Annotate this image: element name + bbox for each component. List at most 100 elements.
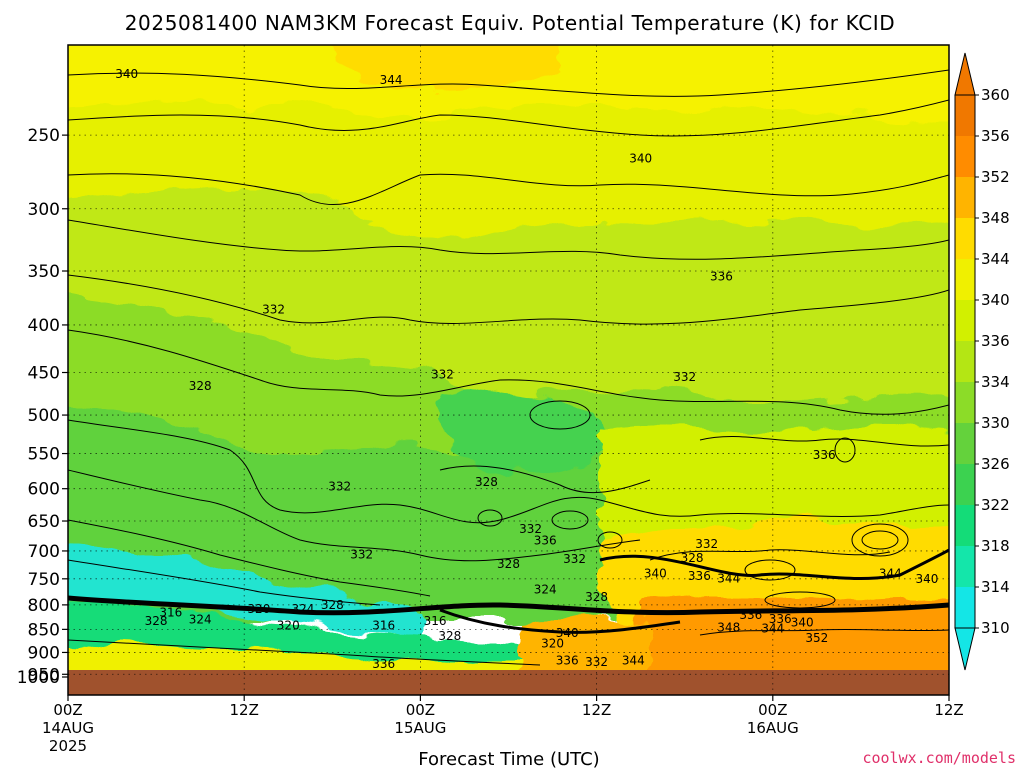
y-tick-label: 300 bbox=[28, 200, 60, 220]
svg-text:320: 320 bbox=[541, 636, 564, 650]
y-tick-label: 600 bbox=[28, 480, 60, 500]
x-tick-label: 00Z bbox=[53, 701, 82, 719]
contour-label: 336 bbox=[556, 653, 579, 667]
contour-label: 320 bbox=[247, 602, 270, 616]
colorbar-bottom-arrow bbox=[954, 627, 976, 671]
svg-text:344: 344 bbox=[622, 653, 645, 667]
contour-label: 336 bbox=[813, 448, 836, 462]
svg-text:344: 344 bbox=[879, 566, 902, 580]
svg-text:344: 344 bbox=[717, 571, 740, 585]
svg-text:328: 328 bbox=[475, 475, 498, 489]
y-tick-label: 650 bbox=[28, 512, 60, 532]
svg-text:332: 332 bbox=[695, 537, 718, 551]
contour-label: 336 bbox=[688, 569, 711, 583]
colorbar-label: 356 bbox=[981, 127, 1010, 145]
colorbar-label: 352 bbox=[981, 168, 1010, 186]
colorbar-label: 330 bbox=[981, 414, 1010, 432]
region-upper-top bbox=[68, 45, 949, 123]
svg-text:316: 316 bbox=[424, 614, 447, 628]
svg-text:328: 328 bbox=[321, 598, 344, 612]
svg-text:336: 336 bbox=[813, 448, 836, 462]
x-tick-date-label: 15AUG bbox=[394, 719, 446, 737]
contour-label: 336 bbox=[739, 608, 762, 622]
contour-label: 328 bbox=[497, 557, 520, 571]
y-tick-label: 550 bbox=[28, 445, 60, 465]
colorbar-top-arrow bbox=[954, 52, 976, 96]
y-tick-label: 400 bbox=[28, 316, 60, 336]
svg-text:324: 324 bbox=[291, 602, 314, 616]
svg-text:320: 320 bbox=[247, 602, 270, 616]
svg-text:320: 320 bbox=[277, 619, 300, 633]
svg-text:336: 336 bbox=[556, 653, 579, 667]
colorbar-frame bbox=[954, 94, 976, 629]
y-tick-label: 350 bbox=[28, 262, 60, 282]
y-tick-label: 850 bbox=[28, 620, 60, 640]
contour-label: 340 bbox=[115, 67, 138, 81]
x-tick-label: 12Z bbox=[582, 701, 611, 719]
region-low-cyan bbox=[68, 542, 420, 640]
contour-label: 336 bbox=[710, 270, 733, 284]
svg-text:328: 328 bbox=[145, 614, 168, 628]
contour-label: 320 bbox=[541, 636, 564, 650]
svg-text:336: 336 bbox=[372, 657, 395, 671]
svg-text:336: 336 bbox=[534, 533, 557, 547]
contour-label: 328 bbox=[475, 475, 498, 489]
contour-label: 340 bbox=[556, 626, 579, 640]
contour-label: 332 bbox=[350, 547, 373, 561]
svg-text:340: 340 bbox=[644, 566, 667, 580]
contour-label: 344 bbox=[717, 571, 740, 585]
y-tick-label: 750 bbox=[28, 570, 60, 590]
y-tick-label: 450 bbox=[28, 364, 60, 384]
svg-text:332: 332 bbox=[585, 655, 608, 669]
below-ground-shading bbox=[68, 670, 949, 695]
svg-text:332: 332 bbox=[328, 480, 351, 494]
svg-text:340: 340 bbox=[791, 616, 814, 630]
colorbar-segment bbox=[955, 423, 975, 464]
colorbar-label: 340 bbox=[981, 291, 1010, 309]
x-tick-year-label: 2025 bbox=[49, 737, 87, 755]
colorbar-label: 322 bbox=[981, 496, 1010, 514]
svg-text:324: 324 bbox=[534, 582, 557, 596]
contour-label: 332 bbox=[262, 303, 285, 317]
contour-label: 332 bbox=[673, 370, 696, 384]
contour-lines bbox=[68, 69, 949, 666]
svg-text:348: 348 bbox=[717, 620, 740, 634]
contour-label: 344 bbox=[622, 653, 645, 667]
svg-text:316: 316 bbox=[372, 619, 395, 633]
colorbar-segment bbox=[955, 259, 975, 300]
contour-label: 336 bbox=[534, 533, 557, 547]
contour-label: 324 bbox=[189, 613, 212, 627]
contour-label: 340 bbox=[644, 566, 667, 580]
x-tick-label: 00Z bbox=[758, 701, 787, 719]
chart-title: 2025081400 NAM3KM Forecast Equiv. Potent… bbox=[125, 11, 896, 35]
contour-label: 340 bbox=[916, 572, 939, 586]
svg-text:340: 340 bbox=[556, 626, 579, 640]
contour-label: 332 bbox=[695, 537, 718, 551]
contour-label: 328 bbox=[321, 598, 344, 612]
svg-text:332: 332 bbox=[673, 370, 696, 384]
colorbar-segment bbox=[955, 341, 975, 382]
contour-label: 324 bbox=[534, 582, 557, 596]
colorbar-label: 344 bbox=[981, 250, 1010, 268]
colorbar-segment bbox=[955, 95, 975, 136]
x-tick-label: 12Z bbox=[230, 701, 259, 719]
svg-text:324: 324 bbox=[189, 613, 212, 627]
inversion-band bbox=[68, 548, 949, 634]
theta-e-field bbox=[68, 45, 949, 695]
plot-frame bbox=[67, 44, 950, 696]
x-axis-title: Forecast Time (UTC) bbox=[418, 749, 599, 768]
colorbar: 310 314 318 322 326 330 334 336 340 344 348 352 356 3… bbox=[954, 52, 1010, 671]
y-tick-label: 700 bbox=[28, 542, 60, 562]
contour-label: 332 bbox=[585, 655, 608, 669]
x-tick-date-label: 16AUG bbox=[747, 719, 799, 737]
contour-label: 348 bbox=[717, 620, 740, 634]
x-tick-label: 12Z bbox=[934, 701, 963, 719]
contour-label: 328 bbox=[189, 379, 212, 393]
contour-label: 324 bbox=[291, 602, 314, 616]
y-tick-label: 800 bbox=[28, 596, 60, 616]
colorbar-segment bbox=[955, 177, 975, 218]
contour-label: 340 bbox=[791, 616, 814, 630]
contour-label: 344 bbox=[761, 621, 784, 635]
svg-text:340: 340 bbox=[916, 572, 939, 586]
